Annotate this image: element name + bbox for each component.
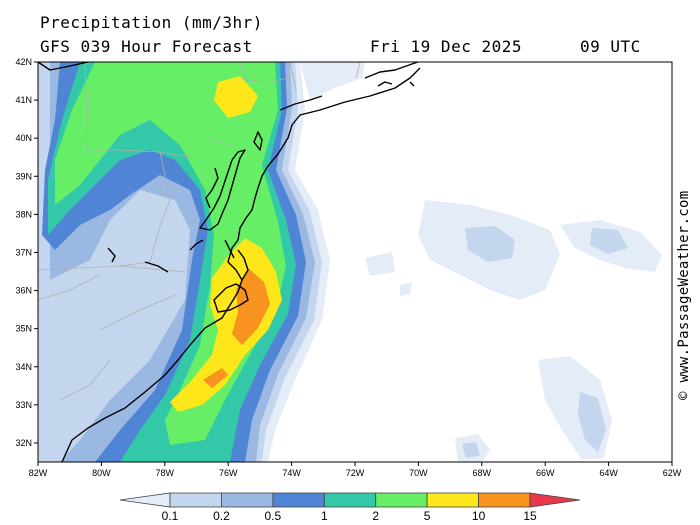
legend-swatch [221,492,274,508]
offshore-precip-a1 [465,226,515,262]
legend-swatch [426,492,479,508]
lon-tick-label: 80W [92,468,111,478]
lon-tick-label: 72W [346,468,365,478]
lat-tick-label: 33N [15,400,32,410]
watermark-text: © www.PassageWeather.com [676,190,692,401]
forecast-hour-label: GFS 039 Hour Forecast [40,37,253,56]
legend-swatch [478,492,531,508]
lat-tick-label: 37N [15,247,32,257]
map-area [38,62,672,462]
precip-10 [214,76,258,118]
latitude-axis: 42N 41N 40N 39N 38N 37N 36N 35N 34N 33N 32N [15,57,38,448]
legend-swatch [272,492,325,508]
legend-label: 0.2 [213,509,230,523]
lat-tick-label: 32N [15,438,32,448]
offshore-precip-e [365,252,395,276]
legend-label: 10 [472,509,486,523]
legend-label: 0.5 [265,509,282,523]
lon-tick-label: 74W [282,468,301,478]
lon-tick-label: 76W [219,468,238,478]
coastline [38,62,421,462]
map-title: Precipitation (mm/3hr) [40,13,263,32]
lon-tick-label: 78W [156,468,175,478]
legend-swatch [119,492,171,508]
forecast-time: 09 UTC [580,37,641,56]
legend-label: 2 [372,509,379,523]
lon-tick-label: 70W [409,468,428,478]
legend-swatch [323,492,377,508]
lat-tick-label: 38N [15,209,32,219]
legend-swatch [529,492,581,508]
precip-15-b [203,368,228,388]
lat-tick-label: 34N [15,362,32,372]
legend-label: 15 [523,509,537,523]
offshore-precip-f [400,282,412,296]
precip-0.1-north [300,62,365,100]
legend-label: 5 [424,509,431,523]
forecast-date: Fri 19 Dec 2025 [370,37,522,56]
precipitation-legend: 0.1 0.2 0.5 1 2 5 10 15 [119,492,581,523]
lat-tick-label: 42N [15,57,32,67]
lon-tick-label: 62W [663,468,682,478]
offshore-precip-c1 [578,392,606,452]
lat-tick-label: 39N [15,171,32,181]
lon-tick-label: 64W [599,468,618,478]
lon-tick-label: 68W [473,468,492,478]
legend-swatch [375,492,428,508]
lat-tick-label: 35N [15,324,32,334]
legend-label: 1 [321,509,328,523]
legend-label: 0.1 [162,509,179,523]
offshore-precip-b1 [590,228,628,254]
lat-tick-label: 36N [15,286,32,296]
legend-swatch [169,492,222,508]
lat-tick-label: 41N [15,95,32,105]
offshore-precip-d1 [462,442,480,458]
longitude-axis: 82W 80W 78W 76W 74W 72W 70W 68W 66W 64W 62W [29,462,682,478]
lat-tick-label: 40N [15,133,32,143]
lon-tick-label: 82W [29,468,48,478]
lon-tick-label: 66W [536,468,555,478]
